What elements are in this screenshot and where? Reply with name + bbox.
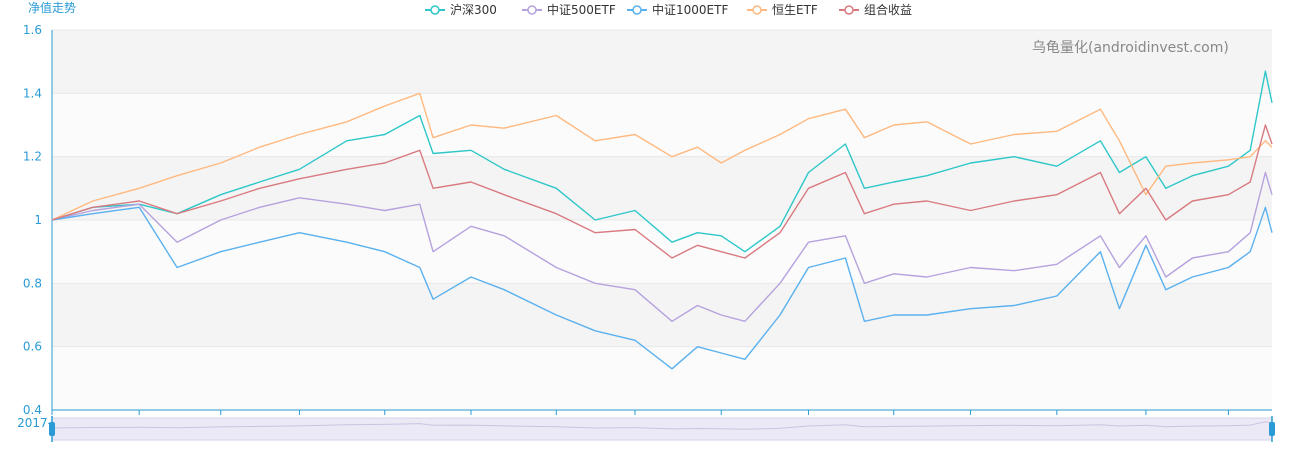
series-line — [51, 92, 1273, 221]
data-zoom-preview — [51, 421, 1273, 430]
plot-band — [52, 283, 1272, 347]
legend-item[interactable]: 沪深300 — [425, 3, 497, 17]
series-line — [51, 171, 1273, 322]
y-tick-label: 1.2 — [23, 150, 42, 164]
plot-band — [52, 156, 1272, 220]
legend-item[interactable]: 中证1000ETF — [627, 2, 728, 17]
legend-label: 恒生ETF — [772, 3, 818, 17]
legend-label: 组合收益 — [864, 2, 912, 17]
series-layer — [51, 70, 1273, 370]
y-tick-label: 1.6 — [23, 23, 42, 37]
legend-marker — [844, 5, 854, 15]
legend[interactable]: 沪深300 中证500ETF 中证1000ETF 恒生ETF 组合收益 — [425, 2, 912, 17]
legend-item[interactable]: 组合收益 — [839, 2, 912, 17]
data-zoom-handle-right[interactable] — [1269, 416, 1275, 442]
legend-item[interactable]: 恒生ETF — [747, 3, 818, 17]
plot-band — [52, 30, 1272, 94]
handle-grip[interactable] — [49, 422, 55, 436]
y-axis-title: 净值走势 — [28, 0, 76, 15]
series-line — [51, 206, 1273, 370]
plot-band — [52, 220, 1272, 284]
legend-label: 沪深300 — [450, 3, 497, 17]
handle-grip[interactable] — [1269, 422, 1275, 436]
y-tick-label: 1.4 — [23, 86, 42, 100]
legend-item[interactable]: 中证500ETF — [522, 2, 616, 17]
legend-marker — [752, 5, 762, 15]
y-tick-label: 1 — [34, 213, 42, 227]
series-line — [51, 124, 1273, 259]
legend-label: 中证500ETF — [547, 2, 616, 17]
watermark: 乌龟量化(androidinvest.com) — [1032, 40, 1229, 56]
series-line — [51, 70, 1273, 253]
y-axis: 0.4 0.6 0.8 1 1.2 1.4 1.6 — [23, 23, 53, 417]
legend-marker — [632, 5, 642, 15]
y-tick-label: 0.4 — [23, 403, 42, 417]
y-tick-label: 0.8 — [23, 276, 42, 290]
legend-marker — [527, 5, 537, 15]
data-zoom-slider[interactable] — [49, 416, 1275, 442]
plot-band — [52, 346, 1272, 410]
plot-bands — [52, 30, 1272, 410]
legend-label: 中证1000ETF — [652, 2, 728, 17]
y-tick-label: 0.6 — [23, 340, 42, 354]
data-zoom-handle-left[interactable] — [49, 416, 55, 442]
legend-marker — [430, 5, 440, 15]
